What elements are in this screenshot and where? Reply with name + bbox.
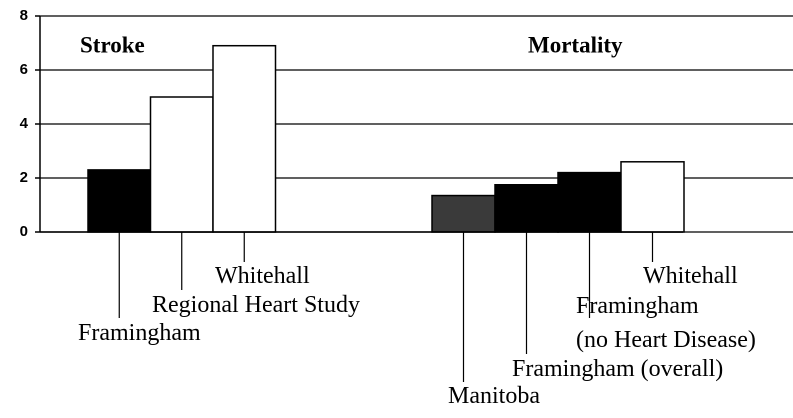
bar [494,184,559,233]
group-label: Mortality [528,32,623,57]
y-tick-label: 2 [20,169,28,186]
bar [87,169,152,233]
category-label-line: Framingham [78,320,201,346]
y-tick-label: 6 [20,61,28,78]
y-tick-label: 0 [20,223,28,240]
bar [620,161,685,233]
category-label: Framingham [78,320,201,346]
category-label-line: Manitoba [448,383,540,409]
category-label: Regional Heart Study [152,292,360,318]
y-tick-label: 4 [20,115,29,132]
category-label: Framingham (overall) [512,356,723,382]
bar [149,96,214,233]
category-label-line: Whitehall [643,263,738,289]
category-label-line: Regional Heart Study [152,292,360,318]
bar [557,171,622,233]
bar [431,194,496,233]
category-label: Whitehall [215,263,310,289]
bar [212,44,277,233]
category-label-line: Framingham [576,293,699,319]
group-label: Stroke [80,32,145,57]
category-label: Framingham (no Heart Disease) [576,293,756,353]
category-label-line: (no Heart Disease) [576,327,756,353]
category-label: Whitehall [643,263,738,289]
category-label-line: Framingham (overall) [512,356,723,382]
category-label-line: Whitehall [215,263,310,289]
y-tick-label: 8 [20,7,28,24]
category-label: Manitoba [448,383,540,409]
